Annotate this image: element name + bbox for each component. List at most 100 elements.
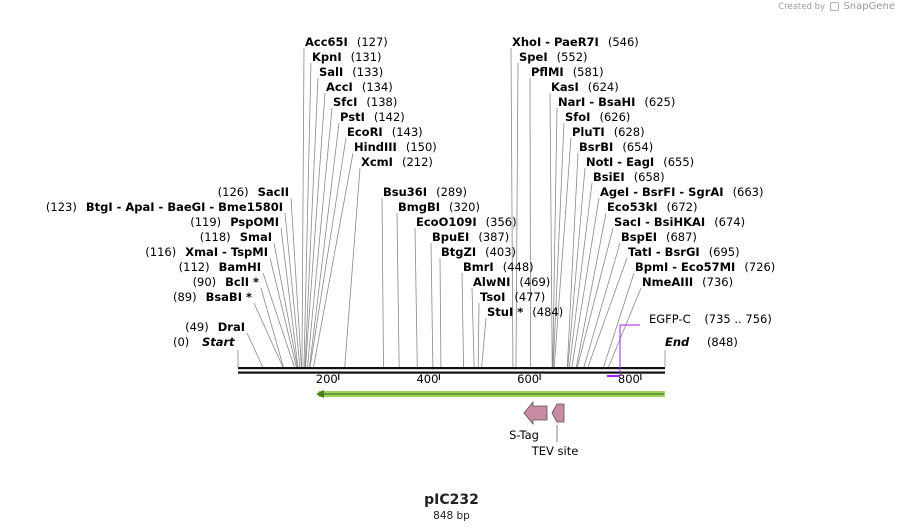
site-label-sacii: (126) SacII bbox=[218, 185, 289, 199]
site-line-bmgbi bbox=[396, 212, 400, 368]
site-name: BtgI - ApaI - BaeGI - Bme1580I bbox=[86, 200, 283, 214]
snapgene-credit: Created by SnapGene bbox=[778, 1, 895, 12]
site-line-sfci bbox=[307, 107, 333, 368]
site-name: XcmI bbox=[361, 155, 393, 169]
site-line-bamhi bbox=[262, 272, 295, 368]
site-name: XmaI - TspMI bbox=[185, 245, 268, 259]
site-label-pspomi: (119) PspOMI bbox=[190, 215, 279, 229]
site-pos: (403) bbox=[485, 245, 516, 259]
s-tag-label: S-Tag bbox=[509, 428, 539, 442]
site-pos: (674) bbox=[714, 215, 745, 229]
site-pos: (150) bbox=[406, 140, 437, 154]
backbone-strand-top bbox=[238, 367, 665, 370]
site-line-bspei bbox=[583, 242, 621, 368]
site-label-stui: StuI * (484) bbox=[487, 305, 563, 319]
site-pos: (695) bbox=[709, 245, 740, 259]
site-name: PflMI bbox=[531, 65, 564, 79]
site-pos: (663) bbox=[733, 185, 764, 199]
backbone-strand-bottom bbox=[238, 371, 665, 374]
site-pos: (212) bbox=[402, 155, 433, 169]
site-label-xmai-tspmi: (116) XmaI - TspMI bbox=[145, 245, 268, 259]
site-name: SacII bbox=[258, 185, 289, 199]
site-name: AlwNI bbox=[473, 275, 510, 289]
site-name: DraI bbox=[218, 320, 245, 334]
site-pos: (116) bbox=[145, 245, 176, 259]
site-line-nmeaiii bbox=[608, 287, 642, 368]
site-line-btgzi bbox=[439, 257, 442, 368]
site-line-bsabi bbox=[253, 302, 284, 368]
site-labels: Acc65I (127)KpnI (131)SalI (133)AccI (134)Sf… bbox=[46, 35, 775, 334]
site-pos: (546) bbox=[608, 35, 639, 49]
site-connector-lines bbox=[237, 47, 666, 368]
site-name: Bsu36I bbox=[383, 185, 427, 199]
site-name: AccI bbox=[326, 80, 353, 94]
site-line-kpni bbox=[303, 62, 312, 368]
site-label-ecori: EcoRI (143) bbox=[347, 125, 423, 139]
site-name: TsoI bbox=[480, 290, 505, 304]
snapgene-logo-icon bbox=[829, 2, 839, 11]
site-label-bsrbi: BsrBI (654) bbox=[579, 140, 653, 154]
site-name: BspEI bbox=[621, 230, 657, 244]
site-line-xcmi bbox=[344, 167, 361, 368]
plasmid-name: pIC232 bbox=[424, 492, 479, 508]
site-name: BpuEI bbox=[432, 230, 469, 244]
site-line-spei bbox=[515, 62, 519, 368]
site-line-pspomi bbox=[280, 227, 299, 368]
site-label-bmgbi: BmgBI (320) bbox=[398, 200, 480, 214]
site-label-pflmi: PflMI (581) bbox=[531, 65, 604, 79]
site-label-acc65i: Acc65I (127) bbox=[305, 35, 388, 49]
site-line-bsu36i bbox=[381, 197, 384, 368]
site-label-psti: PstI (142) bbox=[340, 110, 405, 124]
site-pos: (320) bbox=[449, 200, 480, 214]
tev-site-label: TEV site bbox=[531, 444, 579, 458]
site-name: BtgZI bbox=[441, 245, 476, 259]
axis-tick-label: 800 bbox=[618, 372, 640, 386]
site-pos: (142) bbox=[374, 110, 405, 124]
orf-arrow bbox=[316, 390, 665, 398]
site-pos: (655) bbox=[663, 155, 694, 169]
site-line-sali bbox=[304, 77, 319, 368]
orf-arrowhead-icon bbox=[316, 390, 324, 398]
primer: EGFP-C (735 .. 756) bbox=[607, 312, 772, 377]
site-name: PspOMI bbox=[230, 215, 279, 229]
axis-tick-label: 600 bbox=[517, 372, 539, 386]
end-pos: (848) bbox=[707, 335, 738, 349]
site-label-bsabi: (89) BsaBI * bbox=[173, 290, 252, 304]
site-pos: (581) bbox=[573, 65, 604, 79]
site-name: EcoO109I bbox=[416, 215, 477, 229]
site-pos: (127) bbox=[357, 35, 388, 49]
site-line-psti bbox=[309, 122, 340, 368]
site-pos: (131) bbox=[351, 50, 382, 64]
primer-range: (735 .. 756) bbox=[704, 312, 772, 326]
site-name: TatI - BsrGI bbox=[628, 245, 700, 259]
site-line-hindiii bbox=[313, 152, 354, 368]
site-pos: (654) bbox=[622, 140, 653, 154]
site-label-drai: (49) DraI bbox=[185, 320, 245, 334]
features: S-Tag TEV site bbox=[509, 400, 579, 458]
site-name: EcoRI bbox=[347, 125, 383, 139]
site-label-smai: (118) SmaI bbox=[200, 230, 272, 244]
site-label-bpuei: BpuEI (387) bbox=[432, 230, 509, 244]
end-label: End (848) bbox=[665, 335, 738, 349]
site-line-xmai-tspmi bbox=[269, 257, 297, 368]
site-pos: (134) bbox=[362, 80, 393, 94]
site-label-eco53ki: Eco53kI (672) bbox=[607, 200, 697, 214]
end-name: End bbox=[665, 335, 690, 349]
site-label-xhoi-paer7i: XhoI - PaeR7I (546) bbox=[512, 35, 639, 49]
site-line-xhoi-paer7i bbox=[510, 47, 514, 368]
site-line-bmri bbox=[461, 272, 464, 368]
site-label-saci-bsihkai: SacI - BsiHKAI (674) bbox=[614, 215, 745, 229]
site-name: NarI - BsaHI bbox=[558, 95, 635, 109]
site-name: NotI - EagI bbox=[586, 155, 654, 169]
site-line-alwni bbox=[471, 287, 475, 368]
dna-backbone bbox=[238, 367, 665, 374]
site-pos: (356) bbox=[486, 215, 517, 229]
site-pos: (672) bbox=[667, 200, 698, 214]
site-label-sali: SalI (133) bbox=[319, 65, 383, 79]
site-pos: (387) bbox=[478, 230, 509, 244]
site-pos: (143) bbox=[392, 125, 423, 139]
site-pos: (628) bbox=[614, 125, 645, 139]
site-name: AgeI - BsrFI - SgrAI bbox=[600, 185, 724, 199]
site-pos: (448) bbox=[503, 260, 534, 274]
